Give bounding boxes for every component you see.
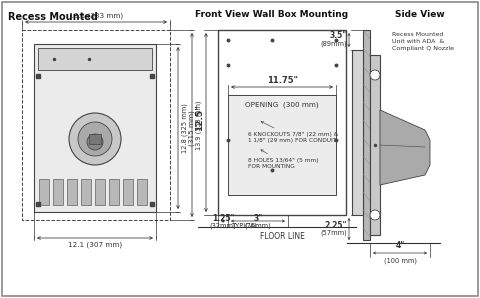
Text: (315 mm): (315 mm) — [189, 110, 195, 146]
Bar — [218, 30, 346, 215]
Bar — [81, 179, 91, 205]
Text: OPENING  (300 mm): OPENING (300 mm) — [245, 101, 319, 108]
Text: (89mm): (89mm) — [320, 41, 347, 47]
Bar — [370, 55, 380, 235]
Bar — [89, 134, 101, 144]
Text: (100 mm): (100 mm) — [384, 258, 417, 265]
Text: 3.5": 3.5" — [330, 32, 347, 41]
Bar — [22, 30, 170, 220]
Text: 3": 3" — [253, 214, 263, 223]
Text: 12.8 (325 mm): 12.8 (325 mm) — [181, 103, 188, 153]
Bar — [53, 179, 63, 205]
Bar — [137, 179, 147, 205]
Text: 11.75": 11.75" — [266, 76, 298, 85]
Circle shape — [370, 70, 380, 80]
Bar — [363, 30, 370, 240]
Text: 13.1 (333 mm): 13.1 (333 mm) — [69, 13, 123, 19]
Text: (76mm): (76mm) — [245, 223, 271, 229]
Text: TYPICAL: TYPICAL — [232, 223, 259, 229]
Bar — [95, 179, 105, 205]
Bar — [109, 179, 119, 205]
Text: 4": 4" — [396, 241, 405, 250]
Text: 1.25": 1.25" — [212, 214, 234, 223]
Text: 2.25": 2.25" — [324, 221, 347, 229]
Circle shape — [87, 134, 103, 150]
Bar — [34, 44, 156, 212]
Bar — [123, 179, 133, 205]
Bar — [352, 50, 363, 215]
Circle shape — [78, 122, 112, 156]
Bar — [38, 48, 152, 70]
Text: 13.9 (353 mm): 13.9 (353 mm) — [195, 100, 202, 150]
Circle shape — [69, 113, 121, 165]
Bar — [67, 179, 77, 205]
Text: FLOOR LINE: FLOOR LINE — [260, 232, 304, 241]
Polygon shape — [380, 110, 430, 185]
Text: 12.1 (307 mm): 12.1 (307 mm) — [68, 241, 122, 248]
Circle shape — [370, 210, 380, 220]
Text: 8 HOLES 13/64" (5 mm)
FOR MOUNTING: 8 HOLES 13/64" (5 mm) FOR MOUNTING — [248, 150, 319, 169]
Text: Side View: Side View — [395, 10, 445, 19]
Text: (32mm): (32mm) — [210, 223, 236, 229]
Text: Front View Wall Box Mounting: Front View Wall Box Mounting — [195, 10, 348, 19]
Text: (57mm): (57mm) — [320, 230, 347, 236]
Text: Recess Mounted: Recess Mounted — [8, 12, 98, 22]
Bar — [39, 179, 49, 205]
Text: 6 KNOCKOUTS 7/8" (22 mm) &
1 1/8" (29 mm) FOR CONDUIT: 6 KNOCKOUTS 7/8" (22 mm) & 1 1/8" (29 mm… — [248, 122, 338, 143]
Bar — [228, 95, 336, 195]
Text: Recess Mounted
Unit with ADA  &
Compliant Q Nozzle: Recess Mounted Unit with ADA & Compliant… — [392, 32, 454, 51]
Text: 12.5": 12.5" — [195, 105, 204, 131]
